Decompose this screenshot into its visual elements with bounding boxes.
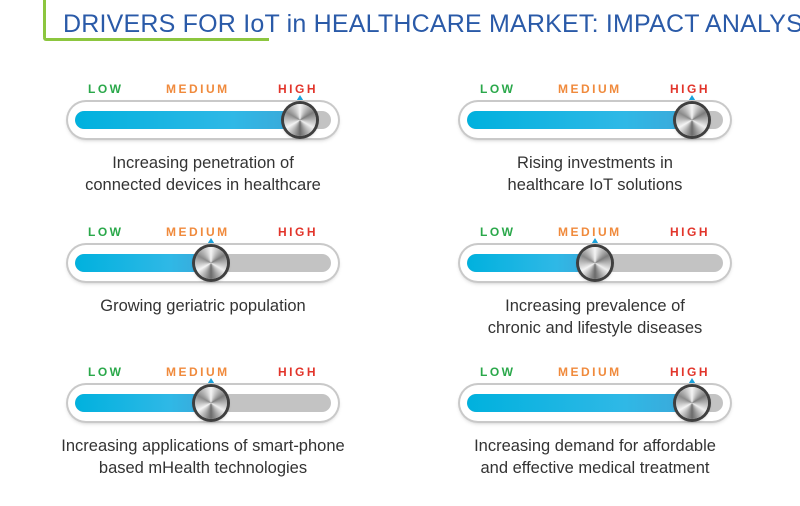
level-scale: LOW MEDIUM HIGH [460, 225, 760, 241]
level-high-label: HIGH [278, 365, 318, 379]
accent-line [43, 0, 46, 40]
level-low-label: LOW [480, 82, 516, 96]
gauge-fill [467, 254, 595, 272]
gauge-knob [194, 247, 227, 279]
gauge-track [75, 111, 331, 129]
driver-item: LOW MEDIUM HIGH Increasing prevalence of… [460, 225, 760, 365]
gauge-fill [75, 111, 301, 129]
driver-label-line2: healthcare IoT solutions [507, 176, 683, 194]
impact-pointer [295, 95, 306, 103]
driver-label-line1: Increasing applications of smart-phone [61, 437, 345, 455]
level-high-label: HIGH [670, 225, 710, 239]
impact-pointer [205, 238, 216, 246]
driver-label: Increasing applications of smart-phone b… [33, 435, 373, 479]
level-scale: LOW MEDIUM HIGH [68, 365, 368, 381]
level-scale: LOW MEDIUM HIGH [460, 82, 760, 98]
driver-label-line2: connected devices in healthcare [85, 176, 321, 194]
level-low-label: LOW [88, 365, 124, 379]
level-medium-label: MEDIUM [166, 365, 230, 379]
driver-label: Increasing prevalence of chronic and lif… [425, 295, 765, 339]
impact-pointer [590, 238, 600, 246]
level-low-label: LOW [88, 225, 124, 239]
level-medium-label: MEDIUM [558, 225, 622, 239]
gauge-fill [467, 111, 693, 129]
impact-pointer [205, 378, 216, 386]
driver-item: LOW MEDIUM HIGH Growing geriatric popula… [68, 225, 368, 365]
accent-line-underline [43, 38, 269, 41]
driver-label-line1: Rising investments in [517, 154, 673, 172]
level-medium-label: MEDIUM [558, 365, 622, 379]
driver-item: LOW MEDIUM HIGH Rising investments in he… [460, 82, 760, 222]
chart-title: DRIVERS FOR IoT in HEALTHCARE MARKET: IM… [63, 10, 800, 38]
driver-label: Increasing penetration of connected devi… [33, 152, 373, 196]
level-scale: LOW MEDIUM HIGH [460, 365, 760, 381]
driver-label-line2: based mHealth technologies [98, 459, 308, 477]
driver-label: Increasing demand for affordable and eff… [425, 435, 765, 479]
driver-label-line1: Increasing demand for affordable [474, 437, 716, 455]
driver-label-line1: Increasing prevalence of [505, 297, 685, 315]
level-medium-label: MEDIUM [558, 82, 622, 96]
driver-item: LOW MEDIUM HIGH Increasing penetration o… [68, 82, 368, 222]
driver-label-line2: and effective medical treatment [480, 459, 710, 477]
level-high-label: HIGH [670, 365, 710, 379]
level-low-label: LOW [480, 225, 516, 239]
gauge-knob [676, 104, 709, 136]
gauge-fill [467, 394, 693, 412]
level-low-label: LOW [480, 365, 516, 379]
impact-pointer [687, 378, 698, 386]
gauge-knob [194, 387, 227, 419]
level-medium-label: MEDIUM [166, 82, 230, 96]
gauge-knob [579, 247, 611, 279]
gauge-knob [284, 104, 317, 136]
driver-item: LOW MEDIUM HIGH Increasing demand for af… [460, 365, 760, 505]
level-high-label: HIGH [278, 82, 318, 96]
level-medium-label: MEDIUM [166, 225, 230, 239]
gauge-fill [75, 254, 211, 272]
level-high-label: HIGH [670, 82, 710, 96]
level-high-label: HIGH [278, 225, 318, 239]
driver-item: LOW MEDIUM HIGH Increasing applications … [61, 365, 368, 505]
impact-pointer [687, 95, 698, 103]
driver-label: Growing geriatric population [33, 295, 373, 317]
level-low-label: LOW [88, 82, 124, 96]
gauge-track [467, 394, 723, 412]
gauge-fill [75, 394, 211, 412]
driver-label-line2: chronic and lifestyle diseases [487, 319, 703, 337]
gauge-knob [676, 387, 709, 419]
level-scale: LOW MEDIUM HIGH [68, 82, 368, 98]
driver-label-line1: Growing geriatric population [100, 297, 306, 315]
driver-label: Rising investments in healthcare IoT sol… [425, 152, 765, 196]
gauge-track [467, 111, 723, 129]
level-scale: LOW MEDIUM HIGH [68, 225, 368, 241]
driver-label-line1: Increasing penetration of [112, 154, 294, 172]
